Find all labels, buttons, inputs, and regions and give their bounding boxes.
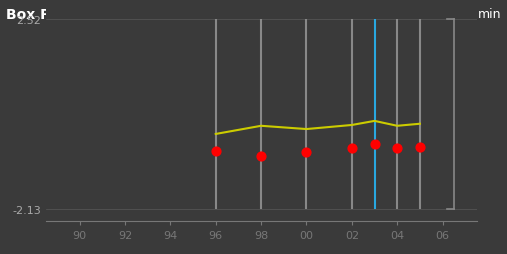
Point: [257, 155, 265, 159]
Point: [348, 147, 356, 151]
Text: min: min: [478, 8, 501, 21]
Point: [371, 142, 379, 147]
Point: [302, 151, 310, 155]
Text: Box Plot: Box Plot: [6, 8, 71, 22]
Point: [212, 149, 220, 153]
Point: [416, 145, 424, 149]
Point: [393, 147, 401, 151]
